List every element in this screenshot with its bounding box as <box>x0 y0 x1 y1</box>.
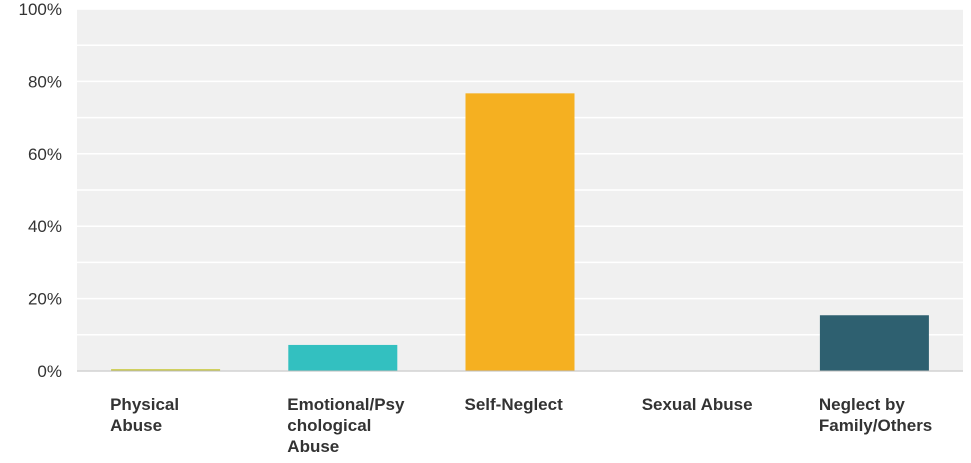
y-axis-ticks: 0% 20% 40% 60% 80% 100% <box>19 0 62 381</box>
y-tick-label: 0% <box>37 362 62 381</box>
x-tick-label-line: Sexual Abuse <box>641 395 753 414</box>
x-tick-label: Physical Abuse <box>110 394 260 436</box>
x-tick-label-line: Self-Neglect <box>464 395 563 414</box>
bar <box>819 315 929 371</box>
y-tick-label: 40% <box>28 217 62 236</box>
x-tick-label-line: Neglect by <box>818 395 905 414</box>
x-tick-label-line: Emotional/Psy <box>287 395 405 414</box>
x-tick-label: Neglect by Family/Others <box>819 394 969 436</box>
x-tick-label-line: Abuse <box>110 416 163 435</box>
bar <box>288 344 398 371</box>
y-tick-label: 60% <box>28 145 62 164</box>
bar <box>111 369 221 371</box>
x-tick-label-line: Abuse <box>287 437 340 456</box>
bar <box>465 93 575 371</box>
x-tick-label-line: Physical <box>110 395 180 414</box>
x-tick-label-line: Family/Others <box>818 416 933 435</box>
x-tick-label: Emotional/Psy chological Abuse <box>287 394 437 457</box>
x-tick-label: Sexual Abuse <box>642 394 792 415</box>
y-tick-label: 100% <box>19 0 62 19</box>
x-tick-label-line: chological <box>287 416 372 435</box>
bars <box>111 93 929 371</box>
x-tick-label: Self-Neglect <box>465 394 615 415</box>
y-tick-label: 80% <box>28 72 62 91</box>
y-tick-label: 20% <box>28 290 62 309</box>
